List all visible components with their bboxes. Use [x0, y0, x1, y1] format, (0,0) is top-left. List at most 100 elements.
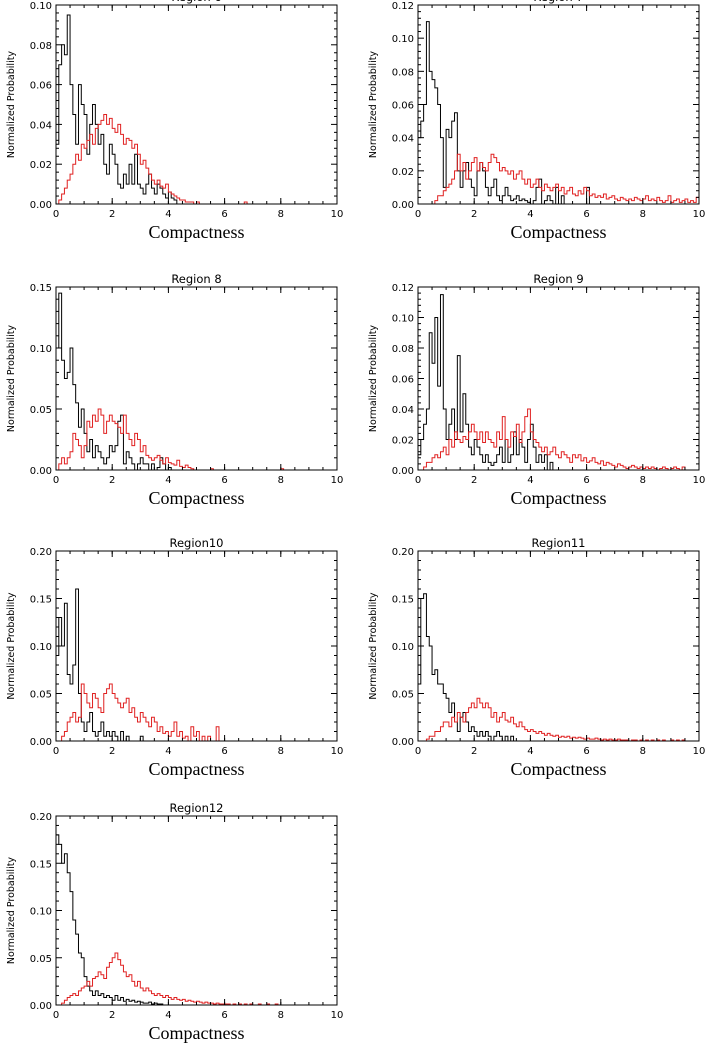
series-1-histogram: [55, 588, 144, 742]
x-tick-label: 10: [693, 475, 706, 486]
panel-2: Region 7 0 2 4 6 8 10 0.00 0.02 0.04 0.06 0.08 0.10 0…: [368, 0, 705, 242]
series-1-histogram: [55, 14, 178, 204]
x-axis-label: Compactness: [149, 1023, 245, 1043]
x-tick-label: 6: [583, 475, 589, 486]
x-tick-label: 4: [165, 746, 171, 757]
x-tick-label: 2: [109, 209, 115, 220]
y-tick-label: 0.10: [392, 314, 414, 325]
plot-frame: [55, 550, 338, 742]
plot-frame: [55, 286, 338, 471]
x-tick-label: 2: [109, 1010, 115, 1021]
y-tick-label: 0.12: [392, 1, 414, 12]
y-tick-label: 0.05: [30, 690, 52, 701]
panel-7: Region12 0 2 4 6 8 10 0.00 0.05 0.10 0.15 0.20 Norma…: [6, 801, 343, 1043]
x-tick-label: 4: [165, 209, 171, 220]
x-axis-label: Compactness: [149, 488, 245, 508]
y-tick-label: 0.00: [392, 466, 414, 477]
y-tick-label: 0.20: [30, 547, 52, 558]
y-tick-label: 0.04: [392, 405, 414, 416]
y-tick-label: 0.00: [30, 1001, 52, 1012]
y-tick-label: 0.15: [30, 283, 52, 294]
x-tick-label: 8: [640, 209, 646, 220]
x-tick-label: 10: [693, 746, 706, 757]
y-tick-label: 0.12: [392, 283, 414, 294]
x-tick-label: 4: [527, 746, 533, 757]
series-1-histogram: [417, 294, 554, 471]
x-tick-label: 8: [640, 475, 646, 486]
y-tick-label: 0.00: [30, 200, 52, 211]
x-tick-label: 8: [640, 746, 646, 757]
series-2-histogram: [56, 952, 279, 1006]
y-tick-label: 0.20: [30, 812, 52, 823]
x-tick-label: 2: [471, 746, 477, 757]
x-axis-label: Compactness: [511, 488, 607, 508]
x-axis-label: Compactness: [149, 222, 245, 242]
panel-title: Region 8: [171, 272, 221, 286]
x-tick-label: 8: [278, 1010, 284, 1021]
x-tick-label: 4: [527, 475, 533, 486]
x-tick-label: 8: [278, 209, 284, 220]
y-axis-label: Normalized Probability: [368, 325, 379, 432]
x-tick-label: 2: [109, 746, 115, 757]
x-tick-label: 4: [527, 209, 533, 220]
y-tick-label: 0.00: [30, 737, 52, 748]
panel-title: Region 6: [171, 0, 221, 4]
x-axis-label: Compactness: [511, 759, 607, 779]
y-axis-label: Normalized Probability: [368, 51, 379, 158]
x-tick-label: 8: [278, 746, 284, 757]
y-axis-label: Normalized Probability: [6, 325, 17, 432]
series-2-histogram: [56, 683, 220, 742]
y-tick-label: 0.08: [392, 344, 414, 355]
x-tick-label: 0: [415, 475, 421, 486]
x-tick-label: 4: [165, 475, 171, 486]
y-axis-label: Normalized Probability: [6, 592, 17, 699]
series-1-histogram: [417, 21, 590, 205]
y-tick-label: 0.15: [392, 595, 414, 606]
series-2-histogram: [418, 408, 686, 471]
y-tick-label: 0.05: [30, 954, 52, 965]
y-tick-label: 0.00: [392, 200, 414, 211]
y-tick-label: 0.06: [30, 81, 52, 92]
x-tick-label: 8: [278, 475, 284, 486]
x-tick-label: 10: [693, 209, 706, 220]
x-tick-label: 0: [415, 746, 421, 757]
y-tick-label: 0.10: [392, 34, 414, 45]
x-tick-label: 10: [331, 1010, 344, 1021]
y-axis-label: Normalized Probability: [6, 857, 17, 964]
y-tick-label: 0.00: [392, 737, 414, 748]
panel-4: Region 9 0 2 4 6 8 10 0.00 0.02 0.04 0.06 0.08 0.10 0…: [368, 272, 705, 508]
panel-title: Region10: [169, 536, 223, 550]
y-tick-label: 0.10: [30, 1, 52, 12]
panel-3: Region 8 0 2 4 6 8 10 0.00 0.05 0.10 0.15 Normalize…: [6, 272, 343, 508]
x-tick-label: 0: [53, 209, 59, 220]
y-tick-label: 0.02: [392, 436, 414, 447]
panel-6: Region11 0 2 4 6 8 10 0.00 0.05 0.10 0.15 0.20 Norma…: [368, 536, 705, 779]
y-tick-label: 0.02: [30, 160, 52, 171]
x-axis-label: Compactness: [149, 759, 245, 779]
y-axis-label: Normalized Probability: [6, 51, 17, 158]
x-tick-label: 6: [221, 209, 227, 220]
y-tick-label: 0.15: [30, 595, 52, 606]
y-tick-label: 0.08: [30, 41, 52, 52]
series-2-histogram: [418, 153, 700, 205]
y-tick-label: 0.10: [30, 642, 52, 653]
y-tick-label: 0.20: [392, 547, 414, 558]
panel-title: Region11: [531, 536, 585, 550]
x-tick-label: 2: [471, 475, 477, 486]
series-1-histogram: [55, 834, 164, 1005]
x-tick-label: 6: [583, 209, 589, 220]
panel-title: Region 7: [533, 0, 583, 4]
x-tick-label: 2: [109, 475, 115, 486]
panel-1: Region 6 0 2 4 6 8 10 0.00 0.02 0.04 0.06 0.08 0.10 N…: [6, 0, 343, 242]
y-tick-label: 0.06: [392, 101, 414, 112]
y-tick-label: 0.04: [30, 120, 52, 131]
series-2-histogram: [56, 113, 248, 205]
y-tick-label: 0.00: [30, 466, 52, 477]
x-tick-label: 10: [331, 746, 344, 757]
panel-5: Region10 0 2 4 6 8 10 0.00 0.05 0.10 0.15 0.20 Norma…: [6, 536, 343, 779]
x-tick-label: 6: [221, 1010, 227, 1021]
x-tick-label: 6: [221, 746, 227, 757]
x-tick-label: 0: [415, 209, 421, 220]
y-tick-label: 0.10: [30, 907, 52, 918]
